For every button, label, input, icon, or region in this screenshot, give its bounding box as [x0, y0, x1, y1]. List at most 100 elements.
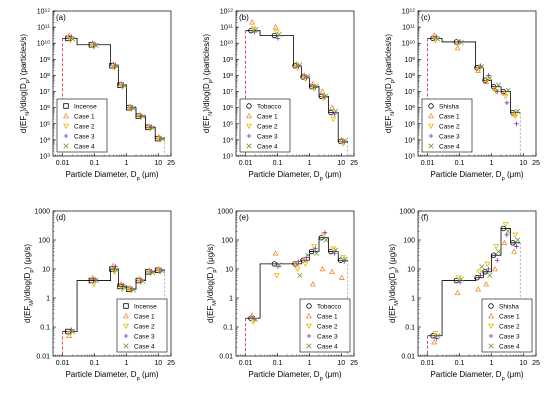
data-point: [458, 276, 464, 282]
legend-marker: [123, 333, 129, 339]
x-tick-label: 1: [489, 160, 493, 167]
x-tick-label: 25: [167, 160, 175, 167]
y-tick-label: 104: [404, 136, 415, 145]
data-point: [130, 105, 137, 111]
legend-box: [116, 298, 168, 353]
x-tick-label: 1: [489, 360, 493, 367]
plot-frame: [417, 10, 537, 157]
x-tick-label: 0.01: [421, 160, 435, 167]
legend-marker: [306, 303, 312, 309]
data-point: [323, 237, 329, 243]
x-tick-label: 10: [154, 160, 162, 167]
data-point: [109, 266, 115, 272]
data-point: [514, 121, 519, 127]
panel-label: (a): [56, 13, 66, 22]
y-tick-label: 1000: [217, 209, 233, 216]
y-tick-label: 1010: [37, 39, 51, 48]
data-point: [253, 27, 259, 33]
legend-entry: Case 2: [499, 323, 520, 330]
legend-marker: [428, 123, 434, 130]
legend: Tobacco Case 1 Case 2 Case 3 Case 4: [299, 298, 351, 353]
data-point: [504, 100, 510, 106]
data-point: [296, 259, 301, 264]
legend-marker: [306, 323, 312, 330]
data-point: [93, 277, 99, 284]
data-point: [273, 29, 280, 36]
data-point: [483, 281, 490, 287]
data-point: [476, 66, 483, 73]
data-point: [70, 328, 76, 335]
data-point: [271, 261, 278, 267]
data-point: [119, 287, 126, 293]
legend-marker: [488, 333, 494, 339]
y-tick-label: 109: [404, 55, 415, 64]
data-point: [305, 73, 311, 79]
y-tick-label: 0.01: [36, 354, 50, 361]
plot-frame: [52, 210, 172, 357]
data-point: [90, 281, 97, 288]
y-tick-label: 100: [403, 238, 415, 245]
x-tick-label: 0.1: [273, 160, 283, 167]
data-point: [329, 268, 336, 275]
legend-entry: Case 1: [257, 113, 278, 120]
data-point: [319, 88, 326, 94]
x-tick-label: 0.01: [239, 160, 253, 167]
legend: Incense Case 1 Case 2 Case 3 Case 4: [116, 298, 168, 353]
data-point: [505, 87, 511, 93]
legend: Shisha Case 1 Case 2 Case 3 Case 4: [481, 298, 533, 353]
data-point: [486, 266, 491, 272]
data-point: [500, 225, 506, 232]
y-tick-label: 1012: [402, 7, 416, 16]
legend-marker: [63, 112, 69, 119]
legend-entry: Case 2: [134, 323, 155, 330]
y-tick-label: 106: [404, 104, 415, 113]
data-point: [271, 32, 278, 39]
x-axis-label: Particle Diameter, Dp (μm): [248, 370, 341, 382]
legend-marker: [246, 143, 252, 149]
legend-entry: Tobacco: [317, 303, 342, 310]
legend-marker: [63, 123, 69, 130]
legend-entry: Incense: [134, 303, 157, 310]
data-point: [313, 250, 320, 256]
series-base: [430, 225, 516, 339]
legend-marker: [428, 103, 434, 109]
x-tick-label: 25: [532, 160, 540, 167]
series-case3: [434, 232, 519, 341]
data-point: [272, 23, 279, 30]
data-point: [487, 75, 493, 81]
data-point: [514, 244, 519, 249]
data-point: [322, 230, 328, 235]
x-tick-label: 1: [307, 360, 311, 367]
y-axis-label: d(EFM)/dlog(Dp) (μg/s): [388, 244, 400, 323]
y-tick-label: 108: [39, 71, 50, 80]
data-point: [432, 331, 439, 337]
data-point: [146, 267, 153, 273]
data-point: [89, 274, 96, 280]
y-tick-label: 100: [221, 238, 233, 245]
y-tick-label: 1012: [37, 7, 51, 16]
series-case4: [435, 36, 521, 114]
y-tick-label: 100: [38, 238, 50, 245]
data-point: [329, 104, 336, 110]
x-tick-label: 0.01: [239, 360, 253, 367]
data-point: [312, 246, 318, 252]
data-point: [297, 272, 303, 279]
y-tick-label: 105: [404, 120, 415, 128]
legend-marker: [488, 312, 494, 319]
x-tick-label: 10: [519, 160, 527, 167]
data-point: [495, 248, 502, 255]
x-axis-label: Particle Diameter, Dp (μm): [65, 370, 158, 382]
series-case4: [253, 237, 348, 323]
panel-f: 0.01 0.1 1 10 25 0.01 0.1 1 10 100 1000 Particle Di…: [388, 209, 540, 383]
y-tick-label: 107: [404, 88, 415, 97]
series-case1: [249, 250, 345, 318]
legend: Shisha Case 1 Case 2 Case 3 Case 4: [421, 98, 473, 153]
legend-entry: Shisha: [439, 103, 459, 110]
legend-entry: Case 1: [74, 113, 95, 120]
panel-label: (c): [421, 13, 431, 22]
data-point: [454, 289, 461, 296]
data-point: [333, 108, 339, 114]
y-tick-label: 1011: [37, 23, 50, 32]
data-point: [118, 281, 125, 287]
